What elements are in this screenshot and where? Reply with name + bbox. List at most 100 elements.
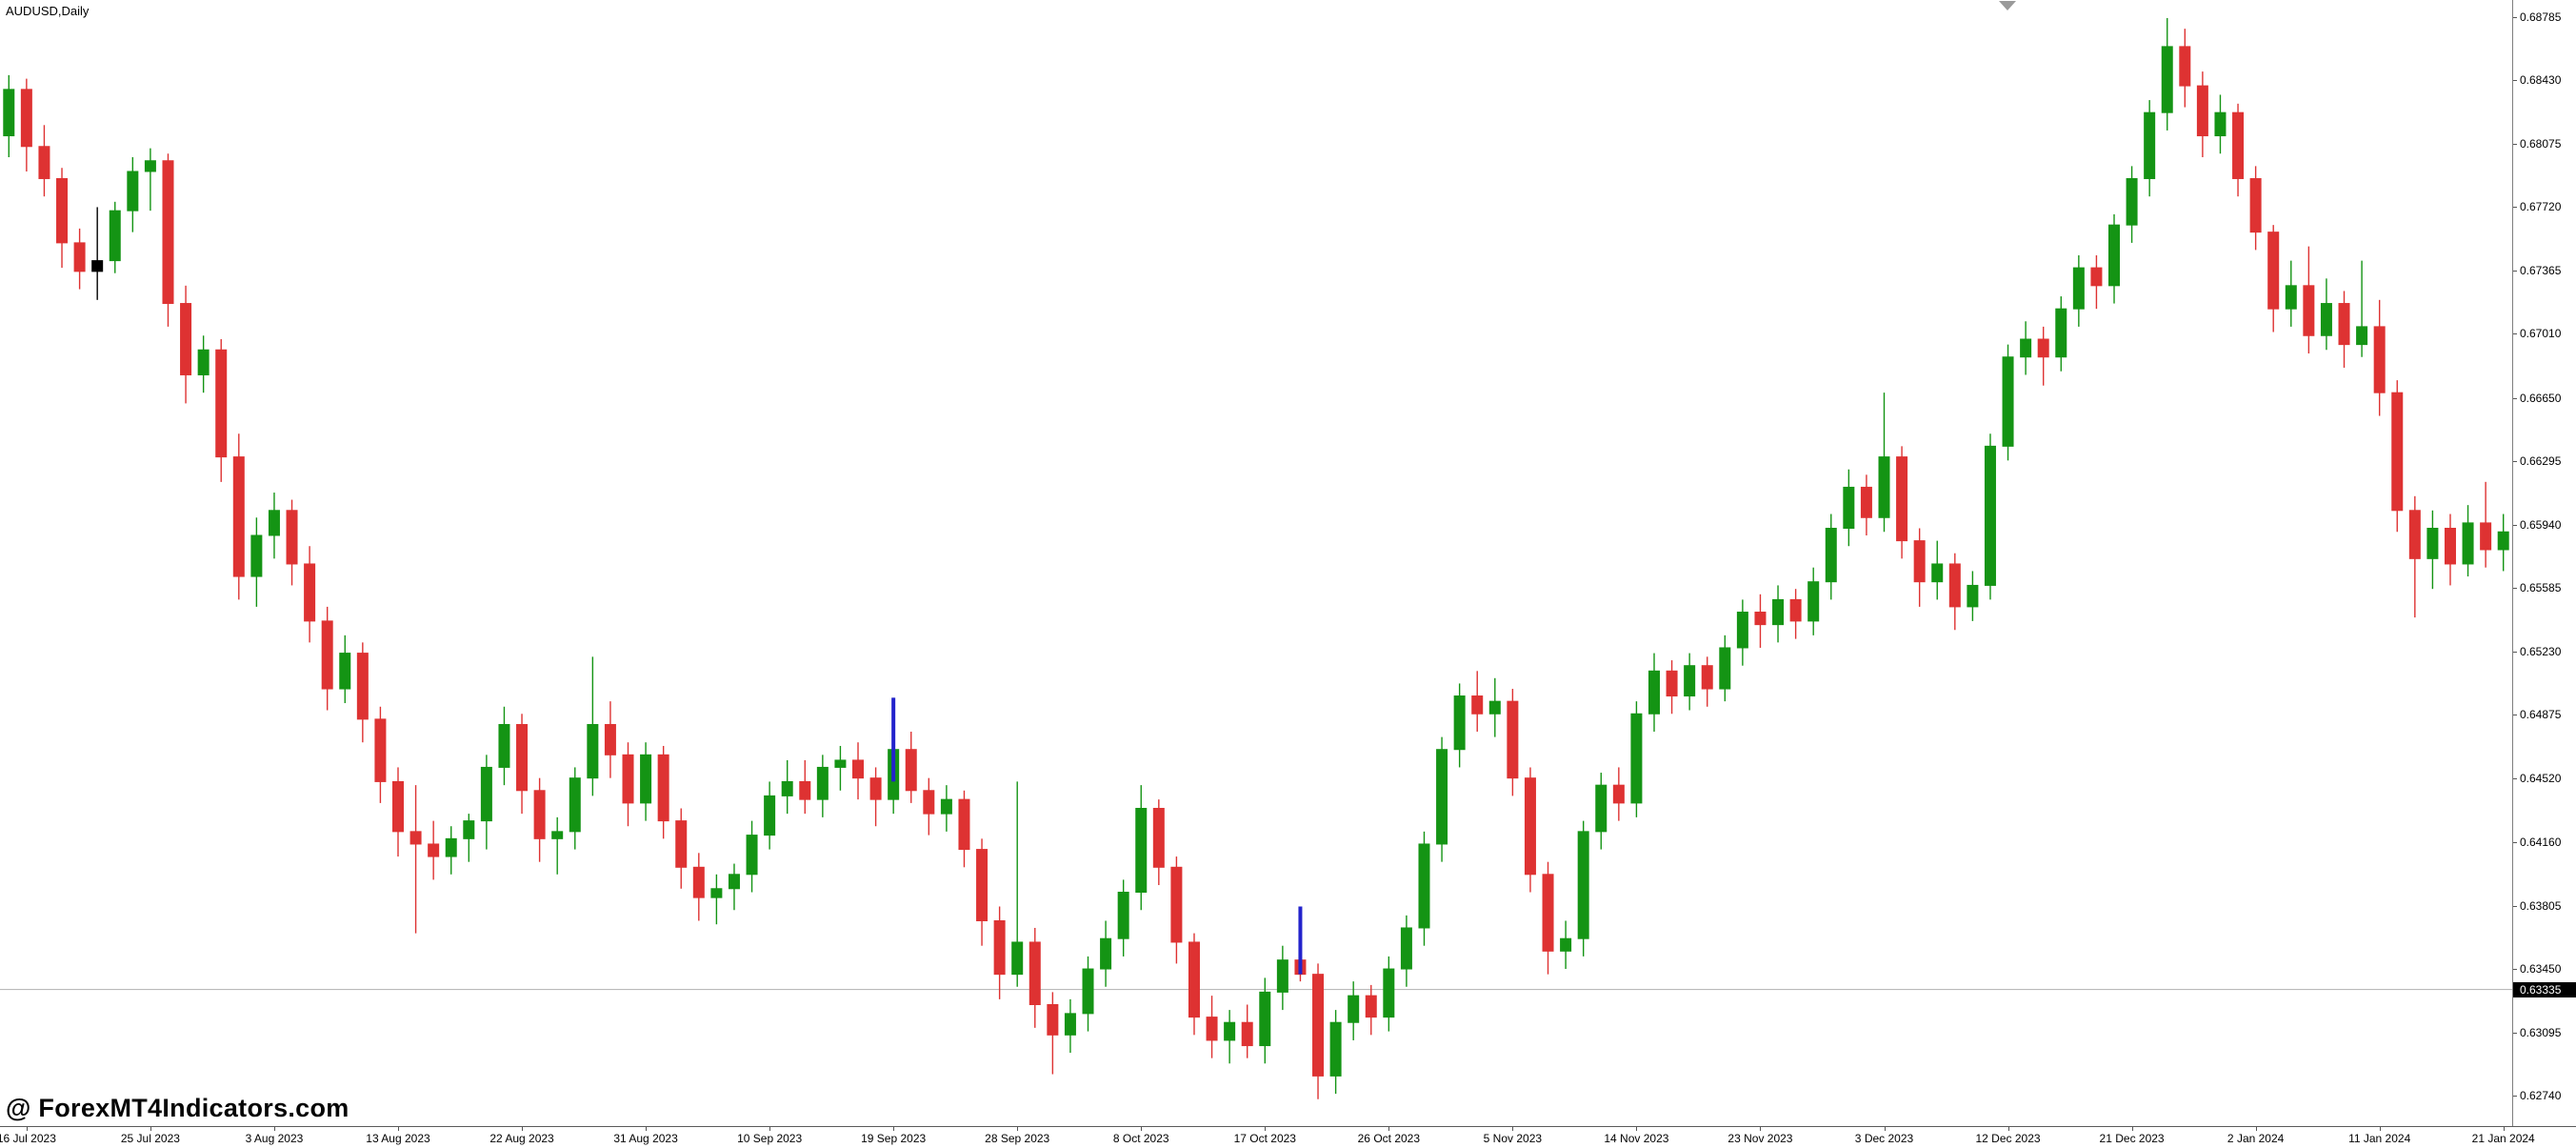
price-tick-label: 0.67365 <box>2520 263 2562 277</box>
time-tick-label: 23 Nov 2023 <box>1727 1132 1793 1145</box>
price-tickmark <box>2513 270 2517 272</box>
candle-body <box>799 780 811 800</box>
time-tick-label: 31 Aug 2023 <box>613 1132 678 1145</box>
candle-body <box>2408 510 2421 559</box>
candlestick-chart[interactable] <box>0 0 2512 1127</box>
candle-body <box>2072 267 2085 310</box>
candle-body <box>356 653 369 720</box>
candle-body <box>587 723 599 779</box>
price-line-badge: 0.63335 <box>2513 981 2576 997</box>
candle-body <box>1312 974 1325 1077</box>
candle-body <box>781 780 793 796</box>
price-tick-label: 0.67010 <box>2520 327 2562 341</box>
candle-body <box>409 831 422 845</box>
time-tickmark <box>1636 1127 1638 1131</box>
candle-body <box>657 754 669 822</box>
candle-body <box>1560 937 1572 952</box>
candle-body <box>1170 866 1183 943</box>
candle-body <box>321 620 333 690</box>
candle-body <box>1100 937 1112 970</box>
time-tickmark <box>522 1127 524 1131</box>
candle-body <box>56 177 69 244</box>
price-tick-label: 0.66295 <box>2520 454 2562 469</box>
price-tickmark <box>2513 461 2517 463</box>
candle-body <box>1736 612 1748 649</box>
price-tickmark <box>2513 905 2517 907</box>
candle-body <box>20 89 32 148</box>
candle-body <box>1577 831 1589 939</box>
candle-body <box>622 754 634 804</box>
candle-body <box>746 835 758 876</box>
candle-body <box>940 798 952 815</box>
time-tickmark <box>1512 1127 1514 1131</box>
price-tick-label: 0.68075 <box>2520 136 2562 151</box>
candle-body <box>127 171 139 211</box>
candle-body <box>197 349 210 375</box>
candle-body <box>2285 285 2297 310</box>
candle-body <box>73 242 86 272</box>
candle-body <box>2037 338 2049 358</box>
candle-body <box>391 780 404 833</box>
price-axis[interactable]: 0.63335 0.68785 0.68430 0.68075 0.67720 0.67… <box>2512 0 2576 1127</box>
symbol-period-label: AUDUSD,Daily <box>6 4 90 18</box>
candle-body <box>764 795 776 836</box>
time-tick-label: 14 Nov 2023 <box>1604 1132 1669 1145</box>
candle-body <box>1984 445 1996 586</box>
time-tickmark <box>1884 1127 1886 1131</box>
candle-body <box>2196 85 2208 137</box>
time-tick-label: 3 Dec 2023 <box>1854 1132 1914 1145</box>
candle-body <box>2497 531 2509 551</box>
candle-body <box>2108 224 2121 287</box>
candle-body <box>1082 968 1094 1015</box>
candle-body <box>480 766 492 822</box>
candle-body <box>2232 111 2245 179</box>
candle-body <box>1453 695 1466 751</box>
time-tick-label: 12 Dec 2023 <box>1975 1132 2041 1145</box>
candle-body <box>215 349 228 458</box>
candle-body <box>180 303 192 375</box>
candle-body <box>692 866 705 898</box>
time-tick-label: 25 Jul 2023 <box>120 1132 180 1145</box>
candle-body <box>1064 1013 1076 1036</box>
candle-body <box>1630 713 1643 804</box>
price-tickmark <box>2513 143 2517 145</box>
chart-shift-arrow-icon[interactable] <box>1999 1 2016 10</box>
candle-body <box>2480 522 2492 551</box>
candle-body <box>1878 456 1890 518</box>
candle-body <box>2303 285 2315 336</box>
time-axis[interactable]: 16 Jul 2023 25 Jul 2023 3 Aug 2023 13 Aug 2… <box>0 1126 2576 1148</box>
candle-body <box>1772 598 1785 626</box>
time-tick-label: 22 Aug 2023 <box>489 1132 554 1145</box>
candle-body <box>1241 1021 1253 1047</box>
candle-body <box>905 749 917 792</box>
price-tick-label: 0.67720 <box>2520 200 2562 214</box>
time-tickmark <box>2007 1127 2009 1131</box>
time-tick-label: 28 Sep 2023 <box>985 1132 1050 1145</box>
time-tickmark <box>2503 1127 2505 1131</box>
candle-body <box>1595 784 1608 833</box>
time-tickmark <box>646 1127 648 1131</box>
time-tick-label: 17 Oct 2023 <box>1233 1132 1296 1145</box>
price-tick-label: 0.62740 <box>2520 1089 2562 1102</box>
price-tickmark <box>2513 524 2517 526</box>
candle-body <box>569 777 581 833</box>
candle-body <box>2391 392 2404 512</box>
time-tickmark <box>273 1127 275 1131</box>
price-tickmark <box>2513 969 2517 971</box>
candle-body <box>1789 598 1802 622</box>
candle-body <box>2267 232 2280 310</box>
candle-body <box>551 831 564 839</box>
candle-body <box>2179 46 2191 87</box>
candle-body <box>869 777 882 800</box>
time-tick-label: 21 Jan 2024 <box>2471 1132 2535 1145</box>
candle-body <box>2126 177 2138 226</box>
candle-body <box>923 790 935 815</box>
price-tickmark <box>2513 397 2517 399</box>
candle-body <box>2338 303 2350 346</box>
candle-body <box>1135 808 1148 894</box>
price-tick-label: 0.68785 <box>2520 10 2562 24</box>
price-tickmark <box>2513 207 2517 209</box>
candle-body <box>1011 941 1024 976</box>
candle-body <box>2020 338 2032 358</box>
